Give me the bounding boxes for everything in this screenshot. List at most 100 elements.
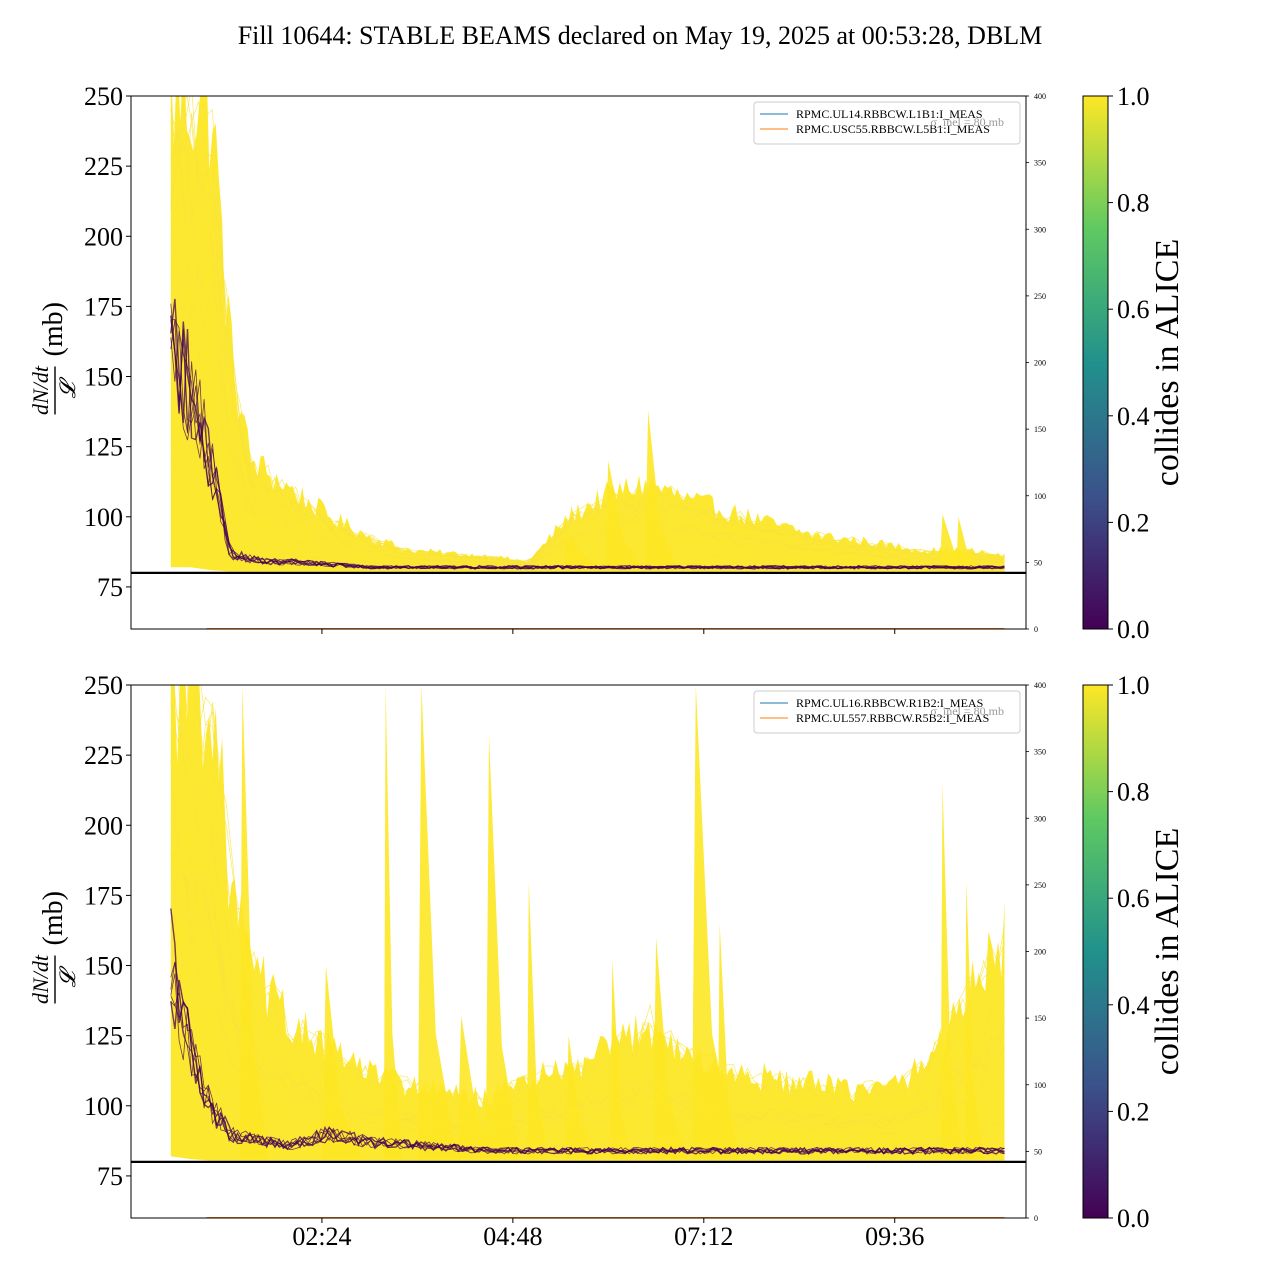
colliding-trace	[170, 939, 1005, 1138]
non-colliding-trace	[170, 330, 1005, 570]
ytick-label: 225	[84, 741, 123, 770]
colorbar: 0.0 0.2 0.4 0.6 0.8 1.0 collides in ALICE	[1082, 671, 1186, 1233]
spike-3	[417, 685, 458, 1160]
ytick-label: 250	[84, 82, 123, 111]
y2tick-label: 300	[1034, 225, 1046, 234]
colliding-envelope	[170, 96, 1005, 572]
spike-11	[717, 923, 740, 1160]
legend-box	[753, 690, 1021, 734]
y2tick-label: 100	[1034, 1081, 1046, 1090]
figure-title: Fill 10644: STABLE BEAMS declared on May…	[238, 21, 1043, 50]
colliding-trace	[170, 96, 1005, 562]
ytick-label: 100	[84, 503, 123, 532]
colorbar-tick-label: 0.4	[1117, 991, 1150, 1020]
ytick-label: 150	[84, 363, 123, 392]
ytick-label: 125	[84, 433, 123, 462]
colorbar-tick-label: 0.6	[1117, 295, 1150, 324]
non-colliding-trace	[170, 962, 1005, 1155]
colorbar-tick-label: 0.0	[1117, 1204, 1150, 1233]
spike-8	[610, 959, 632, 1160]
colliding-trace	[170, 865, 1005, 1130]
y2tick-label: 400	[1034, 681, 1046, 690]
colliding-trace	[170, 268, 1005, 566]
y2tick-label: 150	[1034, 1014, 1046, 1023]
spike-2	[383, 685, 403, 1160]
colorbar-label: collides in ALICE	[1149, 828, 1186, 1075]
spike-5	[485, 735, 522, 1160]
ytick-label: 175	[84, 881, 123, 910]
legend: RPMC.UL14.RBBCW.L1B1:I_MEASRPMC.USC55.RB…	[753, 101, 1021, 145]
colliding-trace	[170, 96, 1005, 562]
spike-7	[565, 1035, 598, 1160]
ytick-label: 125	[84, 1022, 123, 1051]
panel-top: 75 100 125 150 175 200 225 250 0 50 100 150 200 250 30…	[28, 82, 1186, 644]
ylabel-numerator: dN/dt	[28, 954, 53, 1004]
colliding-trace	[170, 802, 1005, 1122]
spike-1	[322, 965, 363, 1160]
spike-2	[645, 410, 678, 571]
panels: 75 100 125 150 175 200 225 250 0 50 100 150 200 250 30…	[28, 82, 1186, 1251]
spike-4	[457, 1016, 501, 1160]
xtick-label: 09:36	[865, 1222, 924, 1251]
panel-bottom: 75 100 125 150 175 200 225 250 0 50 100 150 200 250 30…	[28, 671, 1186, 1251]
colorbar-tick-label: 0.6	[1117, 884, 1150, 913]
colliding-trace	[170, 425, 1005, 570]
spike-10	[691, 685, 737, 1160]
colorbar-tick-label: 1.0	[1117, 82, 1150, 111]
spike-6	[526, 881, 548, 1160]
y2tick-label: 200	[1034, 948, 1046, 957]
spike-1	[604, 460, 644, 571]
ylabel-unit: (mb)	[38, 302, 69, 356]
y-axis-label: dN/dt 𝓛 (mb)	[28, 302, 80, 415]
legend-label-1: RPMC.UL557.RBBCW.R5B2:I_MEAS	[796, 711, 989, 725]
legend-box	[753, 101, 1021, 145]
spike-3	[939, 514, 971, 571]
colorbar-label: collides in ALICE	[1149, 239, 1186, 486]
y2tick-label: 250	[1034, 292, 1046, 301]
non-colliding-trace	[170, 973, 1005, 1155]
y2tick-label: 50	[1034, 558, 1042, 567]
legend-label-1: RPMC.USC55.RBBCW.L5B1:I_MEAS	[796, 122, 990, 136]
colliding-trace	[170, 968, 1005, 1140]
ytick-label: 200	[84, 811, 123, 840]
colliding-trace	[170, 703, 1005, 1113]
colorbar-gradient	[1082, 95, 1109, 630]
colliding-trace	[170, 866, 1005, 1131]
ytick-label: 150	[84, 952, 123, 981]
colliding-trace	[170, 109, 1005, 563]
ylabel-denominator: 𝓛	[55, 966, 80, 988]
colliding-trace	[170, 244, 1005, 566]
colliding-trace	[173, 685, 1005, 1109]
y2tick-label: 400	[1034, 92, 1046, 101]
y2tick-label: 0	[1034, 1214, 1038, 1223]
non-colliding-trace	[170, 320, 1005, 570]
ytick-label: 225	[84, 152, 123, 181]
colliding-trace	[170, 272, 1005, 566]
ylabel-unit: (mb)	[38, 891, 69, 945]
colliding-trace	[170, 343, 1005, 568]
ylabel-numerator: dN/dt	[28, 365, 53, 415]
y2tick-label: 250	[1034, 881, 1046, 890]
spike-4	[956, 516, 981, 571]
colliding-trace	[170, 871, 1005, 1132]
spike-0	[563, 530, 606, 571]
spike-12	[940, 783, 963, 1160]
colorbar-tick-label: 0.2	[1117, 1097, 1150, 1126]
colorbar-tick-label: 0.8	[1117, 189, 1150, 218]
colorbar-tick-label: 0.2	[1117, 508, 1150, 537]
ytick-label: 75	[97, 1162, 123, 1191]
y2tick-label: 350	[1034, 159, 1046, 168]
colorbar-tick-label: 0.8	[1117, 778, 1150, 807]
y2tick-label: 300	[1034, 814, 1046, 823]
colorbar-tick-label: 1.0	[1117, 671, 1150, 700]
colorbar-tick-label: 0.0	[1117, 615, 1150, 644]
ylabel-denominator: 𝓛	[55, 377, 80, 399]
colliding-trace	[170, 113, 1005, 564]
y-axis-label: dN/dt 𝓛 (mb)	[28, 891, 80, 1004]
colorbar: 0.0 0.2 0.4 0.6 0.8 1.0 collides in ALICE	[1082, 82, 1186, 644]
spike-9	[652, 937, 688, 1160]
xtick-label: 02:24	[292, 1222, 351, 1251]
plot-area-bottom	[170, 685, 1005, 1218]
plot-area-top	[170, 96, 1005, 629]
non-colliding-trace	[170, 992, 1005, 1155]
